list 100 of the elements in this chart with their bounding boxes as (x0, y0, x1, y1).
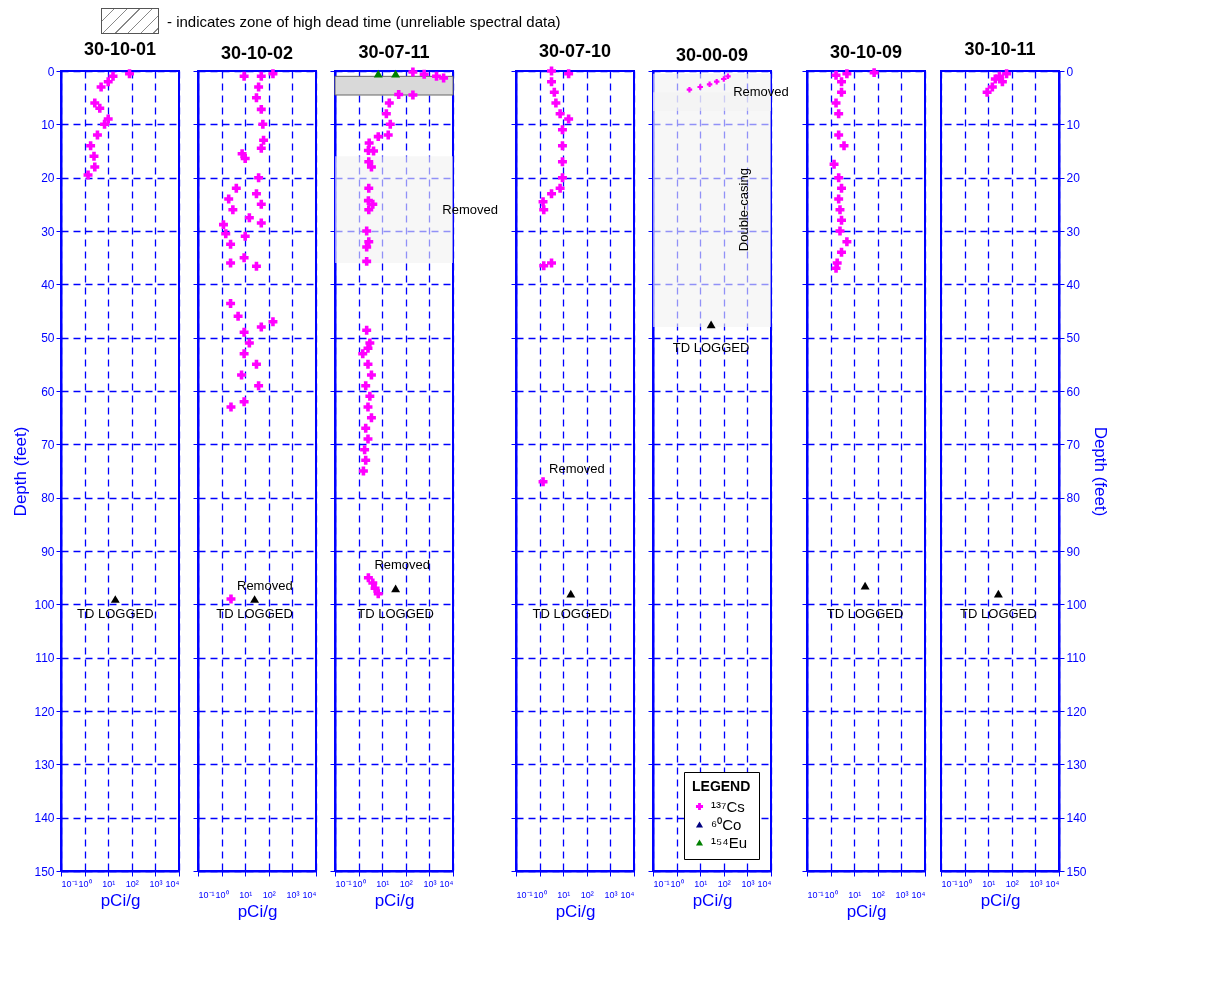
y-tick-label: 20 (41, 171, 55, 186)
x-tick-label: 10² (125, 878, 139, 889)
y-tick-label: 10 (41, 117, 55, 132)
x-axis-title: pCi/g (692, 890, 733, 910)
annotation: TD LOGGED (357, 606, 434, 622)
chart-title: 30-00-09 (675, 44, 749, 65)
x-tick-label: 10² (399, 878, 413, 889)
y-tick-label: 90 (1066, 544, 1081, 559)
y-tick-label: 0 (1066, 64, 1074, 79)
annotation: TD LOGGED (672, 339, 750, 355)
y-tick-label: 120 (34, 704, 55, 719)
x-tick-label: 10⁻¹ (653, 878, 670, 889)
x-tick-label: 10¹ (239, 889, 253, 900)
x-axis-title: pCi/g (100, 890, 141, 910)
y-tick-label: 90 (41, 544, 55, 559)
x-tick-label: 10³ (423, 878, 437, 889)
y-tick-label: 60 (41, 384, 55, 399)
x-tick-label: 10² (580, 889, 594, 900)
x-tick-label: 10² (871, 889, 885, 900)
y-tick-label: 100 (34, 597, 55, 612)
x-tick-label: 10¹ (557, 889, 571, 900)
annotation: Removed (236, 578, 293, 593)
x-tick-label: 10⁻¹ (198, 889, 215, 900)
y-tick-label: 50 (1066, 331, 1081, 346)
x-tick-label: 10³ (1029, 878, 1043, 889)
y-tick-label: 40 (1066, 277, 1081, 292)
y-tick-label: 140 (1066, 811, 1087, 826)
x-tick-label: 10⁰ (824, 889, 838, 900)
y-tick-label: 30 (41, 224, 55, 239)
x-tick-label: 10³ (286, 889, 300, 900)
y-tick-label: 50 (41, 331, 55, 346)
x-tick-label: 10⁴ (911, 889, 926, 900)
x-tick-label: 10¹ (102, 878, 116, 889)
y-tick-label: 100 (1066, 597, 1087, 612)
y-tick-label: 70 (41, 437, 55, 452)
x-tick-label: 10¹ (848, 889, 862, 900)
x-axis-title: pCi/g (555, 901, 596, 921)
y-tick-label: 130 (34, 757, 55, 772)
x-tick-label: 10⁴ (620, 889, 635, 900)
x-tick-label: 10⁰ (215, 889, 229, 900)
x-tick-label: 10¹ (982, 878, 996, 889)
x-tick-label: 10³ (895, 889, 909, 900)
chart-title: 30-10-01 (83, 39, 157, 59)
x-tick-label: 10⁰ (533, 889, 547, 900)
x-tick-label: 10⁴ (757, 878, 772, 889)
text: - indicates zone of high dead time (unreliable spectral data) (167, 12, 561, 30)
y-tick-label: 110 (35, 651, 55, 666)
y-tick-label: 150 (34, 864, 55, 879)
y-tick-label: 40 (41, 277, 55, 292)
x-tick-label: 10² (1005, 878, 1019, 889)
x-tick-label: 10³ (604, 889, 618, 900)
y-axis-title: Depth (feet) (11, 426, 31, 517)
y-tick-label: 10 (1066, 117, 1081, 132)
legend-label: ¹³⁷Cs (711, 797, 745, 815)
annotation: Removed (549, 460, 605, 476)
legend-label: ¹⁵⁴Eu (711, 833, 748, 851)
y-tick-label: 70 (1066, 437, 1081, 452)
y-tick-label: 110 (1066, 651, 1086, 666)
annotation: Removed (374, 556, 431, 572)
x-tick-label: 10⁻¹ (335, 878, 352, 889)
x-tick-label: 10² (262, 889, 276, 900)
x-tick-label: 10⁰ (958, 878, 972, 889)
x-tick-label: 10⁰ (78, 878, 92, 889)
x-tick-label: 10¹ (694, 878, 708, 889)
annotation: TD LOGGED (960, 606, 1037, 622)
x-tick-label: 10⁻¹ (61, 878, 78, 889)
chart-title: 30-07-11 (358, 41, 430, 62)
y-tick-label: 30 (1066, 224, 1081, 239)
x-tick-label: 10⁰ (670, 878, 684, 889)
legend-label: ⁶⁰Co (711, 815, 742, 833)
x-tick-label: 10³ (149, 878, 163, 889)
x-tick-label: 10⁴ (302, 889, 317, 900)
annotation: TD LOGGED (216, 606, 293, 622)
x-tick-label: 10⁰ (352, 878, 366, 889)
y-tick-label: 140 (34, 811, 55, 826)
x-axis-title: pCi/g (237, 901, 278, 921)
x-tick-label: 10² (717, 878, 731, 889)
y-tick-label: 130 (1066, 757, 1087, 772)
x-axis-title: pCi/g (846, 901, 887, 921)
x-tick-label: 10⁻¹ (941, 878, 958, 889)
x-tick-label: 10⁴ (439, 878, 454, 889)
x-tick-label: 10¹ (376, 878, 390, 889)
annotation: TD LOGGED (532, 606, 610, 622)
chart-title: 30-07-10 (538, 40, 612, 61)
x-tick-label: 10⁴ (1045, 878, 1060, 889)
x-axis-title: pCi/g (980, 890, 1021, 910)
x-axis-title: pCi/g (374, 890, 415, 910)
x-tick-label: 10³ (741, 878, 755, 889)
band-label: Double-casing (736, 168, 752, 252)
chart-title: 30-10-02 (220, 43, 294, 64)
y-tick-label: 80 (41, 491, 55, 506)
y-tick-label: 60 (1066, 384, 1081, 399)
y-tick-label: 80 (1066, 491, 1081, 506)
y-tick-label: 0 (47, 64, 55, 79)
y-axis-title: Depth (feet) (1090, 426, 1110, 517)
annotation: TD LOGGED (826, 606, 904, 622)
y-tick-label: 20 (1066, 171, 1081, 186)
y-tick-label: 150 (1066, 864, 1087, 879)
x-tick-label: 10⁻¹ (516, 889, 533, 900)
annotation: TD LOGGED (77, 606, 154, 622)
